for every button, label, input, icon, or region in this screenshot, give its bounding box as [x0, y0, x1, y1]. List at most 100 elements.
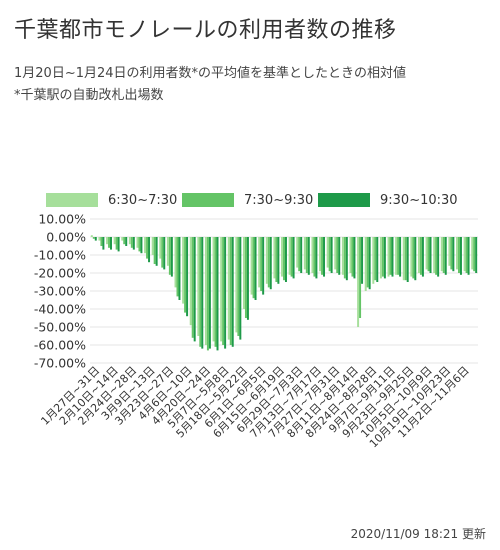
bar-s2[interactable] — [260, 237, 263, 291]
bar-s2[interactable] — [176, 237, 179, 297]
bar-s1[interactable] — [250, 237, 253, 295]
bar-s3[interactable] — [292, 237, 295, 279]
bar-s1[interactable] — [349, 237, 352, 273]
bar-s1[interactable] — [220, 237, 223, 342]
bar-s2[interactable] — [389, 237, 392, 275]
bar-s2[interactable] — [100, 237, 103, 246]
bar-s1[interactable] — [144, 237, 147, 254]
bar-s3[interactable] — [186, 237, 189, 317]
bar-s3[interactable] — [338, 237, 341, 275]
bar-s1[interactable] — [204, 237, 207, 345]
bar-s3[interactable] — [284, 237, 287, 282]
bar-s3[interactable] — [178, 237, 181, 300]
bar-s3[interactable] — [414, 237, 417, 281]
bar-s2[interactable] — [290, 237, 293, 277]
bar-s2[interactable] — [465, 237, 468, 273]
bar-s2[interactable] — [237, 237, 240, 336]
bar-s1[interactable] — [242, 237, 245, 309]
bar-s3[interactable] — [383, 237, 386, 279]
bar-s3[interactable] — [345, 237, 348, 281]
bar-s1[interactable] — [372, 237, 375, 284]
bar-s1[interactable] — [106, 237, 109, 245]
bar-s2[interactable] — [123, 237, 126, 245]
bar-s3[interactable] — [475, 237, 478, 273]
bar-s1[interactable] — [364, 237, 367, 291]
bar-s3[interactable] — [323, 237, 326, 277]
bar-s2[interactable] — [397, 237, 400, 275]
bar-s1[interactable] — [98, 237, 101, 241]
bar-s2[interactable] — [450, 237, 453, 270]
bar-s2[interactable] — [130, 237, 133, 248]
bar-s1[interactable] — [319, 237, 322, 272]
bar-s2[interactable] — [184, 237, 187, 313]
bar-s2[interactable] — [168, 237, 171, 275]
bar-s3[interactable] — [406, 237, 409, 282]
legend-item-1[interactable]: 6:30~7:30 — [46, 192, 177, 208]
bar-s2[interactable] — [473, 237, 476, 272]
bar-s2[interactable] — [442, 237, 445, 273]
bar-s2[interactable] — [381, 237, 384, 277]
bar-s2[interactable] — [366, 237, 369, 288]
bar-s3[interactable] — [307, 237, 310, 275]
bar-s3[interactable] — [125, 237, 128, 246]
bar-s2[interactable] — [161, 237, 164, 268]
bar-s1[interactable] — [471, 237, 474, 270]
bar-s3[interactable] — [254, 237, 257, 300]
bar-s3[interactable] — [110, 237, 112, 250]
bar-s2[interactable] — [138, 237, 141, 252]
bar-s3[interactable] — [353, 237, 356, 279]
bar-s2[interactable] — [412, 237, 415, 279]
bar-s3[interactable] — [300, 237, 303, 273]
bar-s1[interactable] — [227, 237, 230, 340]
bar-s3[interactable] — [269, 237, 272, 290]
bar-s1[interactable] — [303, 237, 306, 270]
bar-s1[interactable] — [166, 237, 169, 266]
bar-s1[interactable] — [182, 237, 185, 304]
bar-s2[interactable] — [404, 237, 407, 281]
bar-s3[interactable] — [231, 237, 234, 347]
bar-s3[interactable] — [117, 237, 120, 252]
bar-s3[interactable] — [246, 237, 249, 320]
bar-s2[interactable] — [343, 237, 346, 279]
bar-s1[interactable] — [296, 237, 299, 268]
bar-s1[interactable] — [265, 237, 268, 284]
bar-s2[interactable] — [351, 237, 354, 277]
bar-s2[interactable] — [298, 237, 301, 272]
bar-s1[interactable] — [174, 237, 177, 288]
bar-s2[interactable] — [336, 237, 339, 273]
bar-s1[interactable] — [113, 237, 116, 245]
bar-s3[interactable] — [467, 237, 470, 275]
bar-s2[interactable] — [457, 237, 460, 273]
bar-s2[interactable] — [267, 237, 270, 288]
bar-s2[interactable] — [427, 237, 430, 272]
bar-s1[interactable] — [410, 237, 413, 277]
bar-s1[interactable] — [334, 237, 337, 270]
bar-s3[interactable] — [452, 237, 455, 272]
bar-s2[interactable] — [115, 237, 118, 250]
bar-s1[interactable] — [326, 237, 329, 268]
bar-s1[interactable] — [128, 237, 131, 245]
bar-s1[interactable] — [151, 237, 154, 255]
bar-s2[interactable] — [206, 237, 209, 351]
bar-s1[interactable] — [357, 237, 360, 327]
bar-s3[interactable] — [459, 237, 462, 275]
bar-s3[interactable] — [368, 237, 371, 290]
bar-s3[interactable] — [94, 237, 97, 241]
bar-s3[interactable] — [102, 237, 105, 250]
bar-s1[interactable] — [440, 237, 443, 272]
bar-s2[interactable] — [244, 237, 247, 318]
bar-s3[interactable] — [399, 237, 402, 277]
bar-s2[interactable] — [191, 237, 194, 338]
bar-s1[interactable] — [402, 237, 405, 281]
bar-s3[interactable] — [330, 237, 333, 273]
bar-s3[interactable] — [201, 237, 204, 349]
bar-s2[interactable] — [374, 237, 377, 281]
bar-s3[interactable] — [429, 237, 432, 273]
bar-s1[interactable] — [463, 237, 466, 272]
bar-s1[interactable] — [448, 237, 451, 266]
bar-s2[interactable] — [283, 237, 285, 281]
bar-s2[interactable] — [359, 237, 362, 318]
bar-s1[interactable] — [417, 237, 420, 273]
bar-s3[interactable] — [421, 237, 424, 277]
bar-s1[interactable] — [395, 237, 398, 275]
